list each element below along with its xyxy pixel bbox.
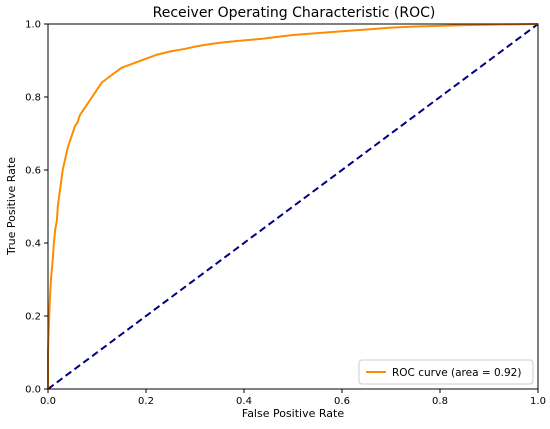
plot-frame <box>47 23 539 390</box>
legend-label: ROC curve (area = 0.92) <box>392 367 521 379</box>
y-axis-label: True Positive Rate <box>5 157 18 256</box>
x-axis-label: False Positive Rate <box>242 407 344 420</box>
x-tick-label: 0.8 <box>432 396 448 407</box>
x-tick-label: 0.6 <box>334 396 350 407</box>
y-tick-label: 0.4 <box>25 239 41 250</box>
roc-curve-line <box>47 23 539 389</box>
x-tick-label: 1.0 <box>530 396 546 407</box>
chart-title: Receiver Operating Characteristic (ROC) <box>153 5 436 21</box>
legend: ROC curve (area = 0.92) <box>358 359 534 385</box>
y-axis: 0.0 0.2 0.4 0.6 0.8 1.0 <box>25 20 48 396</box>
x-tick-label: 0.2 <box>138 396 154 407</box>
legend-box <box>358 359 534 385</box>
x-axis: 0.0 0.2 0.4 0.6 0.8 1.0 <box>40 389 546 407</box>
y-tick-label: 1.0 <box>25 20 41 31</box>
chance-diagonal-line <box>47 23 539 390</box>
y-tick-label: 0.6 <box>25 166 41 177</box>
y-tick-label: 0.2 <box>25 312 41 323</box>
y-tick-label: 0.8 <box>25 93 41 104</box>
x-tick-label: 0.4 <box>236 396 252 407</box>
series-layer <box>47 23 539 390</box>
y-tick-label: 0.0 <box>25 385 41 396</box>
x-tick-label: 0.0 <box>40 396 56 407</box>
